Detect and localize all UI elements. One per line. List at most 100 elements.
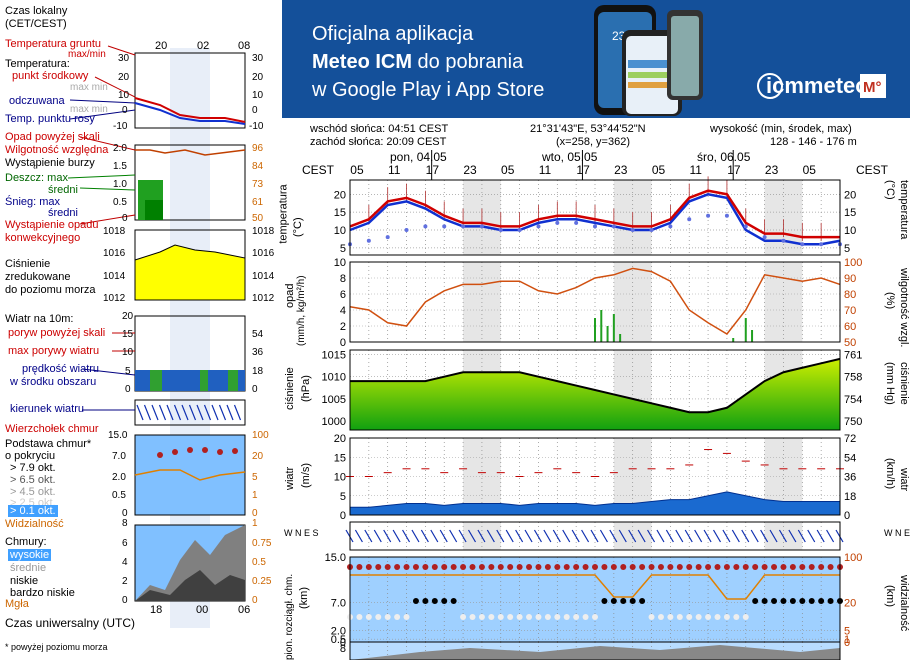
cloud-base-dot: [450, 598, 457, 604]
temp-side-left-text: temperatura: [277, 184, 290, 244]
cloud-top-dot: [431, 564, 438, 570]
pressure-label-3: do poziomu morza: [5, 284, 96, 296]
day-label-0: pon, 04.05: [390, 150, 447, 164]
dew-point-dot: [781, 238, 786, 243]
cloud-top-dot: [752, 564, 759, 570]
legend-cl-tick-2: 4: [122, 557, 128, 568]
cloud-top-dot: [535, 564, 542, 570]
panel-frame-dir: [349, 521, 841, 551]
cloud-top-dot: [723, 564, 730, 570]
snow-mean-label: średni: [48, 207, 78, 219]
wind-speed-label-2: w środku obszaru: [10, 376, 97, 388]
dew-point-dot: [668, 224, 673, 229]
cloud-base-dot: [431, 598, 438, 604]
wind-arrow: [835, 529, 844, 543]
precip-bar-5: [744, 318, 747, 342]
cloud-base-dot: [592, 614, 598, 620]
night-shade-last-2: [764, 642, 803, 660]
cloud-top-dot: [676, 564, 683, 570]
cloud-tick-r-3: 1: [844, 634, 850, 646]
wind-arrow: [647, 529, 656, 543]
cloud-top-dot: [686, 564, 693, 570]
cloud-base-dot: [733, 614, 740, 620]
legend-temp-tick-r1: 20: [252, 72, 264, 83]
cloud-unit-right: (km): [884, 585, 896, 607]
wind-arrow: [486, 529, 495, 543]
cloud-top-dot: [837, 564, 843, 570]
cloud-base-dot: [723, 614, 730, 620]
cloud-base-dot: [488, 614, 495, 620]
cloud-base-dot: [789, 598, 796, 604]
dew-point-dot: [423, 224, 428, 229]
icm-logo-icon: [757, 73, 783, 99]
precip-l-tick-4: 2: [340, 321, 346, 333]
hum-tick-2: 80: [844, 289, 856, 301]
wind-arrow: [826, 529, 835, 543]
legend-wind-arrow: [196, 404, 204, 421]
high-cloud-label: wysokie: [8, 549, 52, 561]
cloud-base-dot: [799, 598, 806, 604]
temp-unit-right: (°C): [884, 180, 896, 200]
cloud-base-dot: [460, 614, 467, 620]
cloud-top-dot: [799, 564, 806, 570]
legend-wind-arrow: [143, 404, 152, 421]
night-shade-dir-0: [463, 522, 501, 550]
legend-wind-arrow: [173, 404, 182, 421]
wind-l-tick-0: 20: [334, 433, 346, 445]
legend-humidity-line: [135, 149, 246, 156]
wind-side-left: wiatr: [284, 466, 296, 490]
wind-arrow: [449, 529, 458, 543]
wind-arrow: [552, 529, 561, 543]
dew-point-dot: [385, 235, 390, 240]
legend-wind-arrow: [233, 404, 242, 421]
legend-precip-tick-2: 1.0: [113, 179, 127, 190]
legend-temp-frame: [134, 52, 246, 129]
night-shade-dir-1: [613, 522, 652, 550]
dir-side-right: W N E S: [884, 528, 910, 538]
cloud-top-dot: [544, 564, 551, 570]
wind-arrow: [581, 529, 590, 543]
hum-tick-5: 50: [844, 337, 856, 349]
temp-ground-mm: max/min: [68, 49, 106, 60]
cloud-top-dot: [742, 564, 749, 570]
temp-l-tick-0: 20: [334, 189, 346, 201]
wind-arrow: [439, 529, 448, 543]
app-banner[interactable]: Oficjalna aplikacja Meteo ICM do pobrani…: [282, 0, 910, 118]
legend-precip-tick-1: 1.5: [113, 161, 127, 172]
cloud-top-dot: [573, 564, 580, 570]
humidity-label: Wilgotność względna: [5, 144, 109, 156]
cloud-base-dot: [818, 598, 825, 604]
cloud-base-dot: [742, 614, 749, 620]
precip-bar-0: [594, 318, 596, 342]
press-tick-r-0: 761: [844, 349, 862, 361]
wind-arrow: [665, 529, 674, 543]
cloud-base-dot: [639, 598, 646, 604]
temp-l-tick-2: 10: [334, 225, 346, 237]
last-panel-clouds: [350, 645, 840, 660]
last-panel-tick: 8: [340, 643, 346, 655]
cloud-base-dot: [629, 598, 636, 604]
cloud-base-dot: [752, 598, 759, 604]
cloud-base-dot: [469, 614, 476, 620]
legend-wind-tick-r1: 36: [252, 347, 264, 358]
cloud-side-left: pion. rozciągł. chm.: [284, 573, 295, 660]
bottom-tick-1: 00: [196, 604, 209, 616]
banner-app-name: Meteo ICM: [312, 51, 412, 73]
bottom-tick-0: 18: [150, 604, 163, 616]
cloud-base-dot: [601, 598, 608, 604]
cloud-top-dot: [733, 564, 740, 570]
legend-wind-tick-r3: 0: [252, 384, 258, 395]
cloud-top-dot: [478, 564, 485, 570]
legend-wind-tick-4: 0: [125, 384, 131, 395]
wind-speed-label: prędkość wiatru: [22, 363, 100, 375]
okt-5-label: > 0.1 okt.: [8, 505, 58, 517]
hum-tick-0: 100: [844, 257, 862, 269]
hour-label: 05: [350, 163, 364, 177]
cloud-unit-left: (km): [298, 587, 310, 609]
last-panel-bg: [350, 642, 840, 660]
legend-cb-tick-1: 7.0: [112, 451, 126, 462]
wind-tick-r-3: 18: [844, 491, 856, 503]
night-shade-cloud-1: [613, 557, 652, 642]
cloud-top-dot: [563, 564, 570, 570]
cloud-top-dot: [648, 564, 655, 570]
